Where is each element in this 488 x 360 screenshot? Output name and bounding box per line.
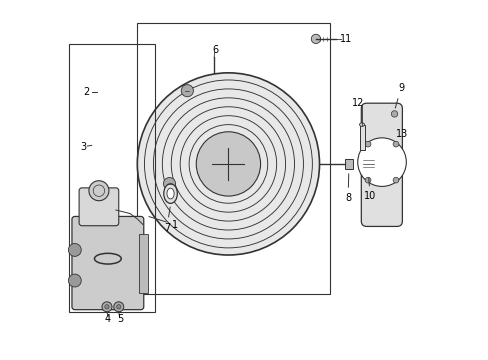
Text: 13: 13 xyxy=(395,129,407,139)
Ellipse shape xyxy=(163,184,177,203)
Circle shape xyxy=(102,302,112,312)
Bar xyxy=(139,234,148,293)
Circle shape xyxy=(181,85,193,97)
Ellipse shape xyxy=(166,188,174,199)
Text: 12: 12 xyxy=(351,98,364,108)
Text: 9: 9 xyxy=(394,83,403,108)
Circle shape xyxy=(114,302,123,312)
FancyBboxPatch shape xyxy=(361,103,402,226)
Circle shape xyxy=(89,181,109,201)
Text: 3: 3 xyxy=(80,142,86,152)
Circle shape xyxy=(392,141,398,147)
Text: 5: 5 xyxy=(117,314,123,324)
Bar xyxy=(344,158,352,169)
Circle shape xyxy=(68,243,81,256)
Circle shape xyxy=(311,34,320,44)
Circle shape xyxy=(104,305,109,309)
Text: 8: 8 xyxy=(345,174,350,203)
Bar xyxy=(360,155,375,173)
Text: 7: 7 xyxy=(163,207,170,233)
Bar xyxy=(137,23,329,294)
Text: 1: 1 xyxy=(149,217,178,230)
Circle shape xyxy=(68,274,81,287)
Circle shape xyxy=(163,177,175,190)
Circle shape xyxy=(392,177,398,183)
Circle shape xyxy=(137,73,319,255)
Circle shape xyxy=(365,177,370,183)
Text: 2: 2 xyxy=(83,87,90,98)
Text: 10: 10 xyxy=(364,178,376,202)
Bar xyxy=(69,44,155,312)
Circle shape xyxy=(357,138,406,186)
FancyBboxPatch shape xyxy=(79,188,119,226)
Ellipse shape xyxy=(359,123,364,126)
FancyBboxPatch shape xyxy=(72,216,143,310)
Circle shape xyxy=(116,305,121,309)
Text: 4: 4 xyxy=(105,314,111,324)
Bar xyxy=(359,125,364,150)
Circle shape xyxy=(196,132,260,196)
Circle shape xyxy=(390,111,397,117)
Circle shape xyxy=(365,141,370,147)
Text: 6: 6 xyxy=(212,45,219,55)
Text: 11: 11 xyxy=(340,34,352,44)
